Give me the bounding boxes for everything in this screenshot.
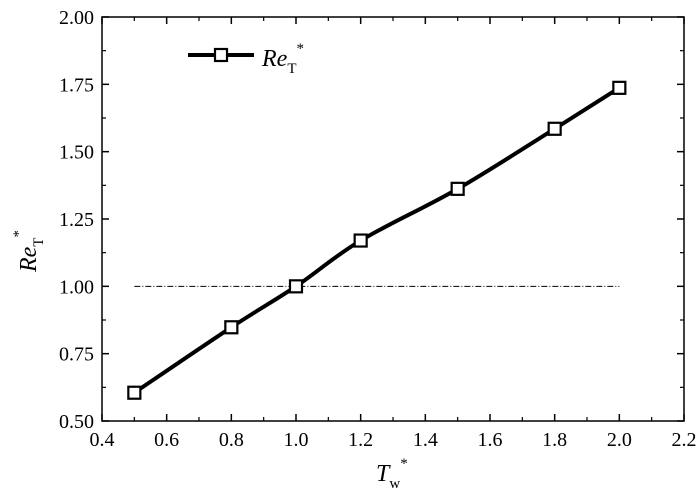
x-axis-title-sup: *	[400, 456, 408, 472]
x-tick-label: 0.4	[90, 429, 115, 451]
data-point-marker	[288, 279, 304, 294]
data-point-marker	[547, 121, 562, 136]
y-axis-title: ReT *	[11, 230, 47, 273]
x-tick-label: 1.0	[284, 429, 309, 451]
legend-label-main: Re	[261, 46, 288, 72]
x-tick-label: 2.2	[672, 429, 697, 451]
legend	[188, 47, 254, 63]
data-point-marker	[612, 80, 627, 95]
legend-label: ReT*	[261, 41, 304, 77]
legend-label-sup: *	[296, 41, 304, 57]
x-tick-label: 1.4	[413, 429, 438, 451]
x-axis-ticks: 0.4 0.6 0.8 1.0 1.2 1.4 1.6 1.8 2.0 2.2	[90, 17, 697, 451]
x-tick-label: 1.6	[478, 429, 503, 451]
x-tick-label: 0.6	[154, 429, 179, 451]
plot-area-border	[101, 16, 685, 422]
series-line	[133, 86, 621, 395]
x-axis-title: Tw*	[376, 456, 408, 492]
data-point-marker	[450, 181, 465, 196]
x-tick-label: 1.8	[542, 429, 567, 451]
x-tick-label: 0.8	[219, 429, 244, 451]
y-axis-title-sub: T	[31, 238, 47, 247]
data-point-marker	[224, 320, 239, 335]
legend-label-sub: T	[287, 61, 296, 77]
y-tick-label: 1.25	[59, 209, 94, 231]
x-tick-label: 1.2	[348, 429, 373, 451]
series-layer	[127, 80, 627, 400]
x-tick-label: 2.0	[607, 429, 632, 451]
y-tick-label: 0.75	[59, 344, 94, 366]
y-tick-label: 1.00	[59, 276, 94, 298]
data-point-marker	[127, 385, 142, 400]
y-axis-title-main: Re	[16, 246, 42, 273]
x-axis-title-main: T	[376, 461, 391, 487]
y-axis-ticks: 0.50 0.75 1.00 1.25 1.50 1.75 2.00	[59, 7, 684, 433]
legend-marker	[213, 47, 229, 63]
y-tick-label: 0.50	[59, 411, 94, 433]
x-axis-title-sub: w	[389, 476, 400, 492]
y-axis-title-sup: *	[11, 230, 27, 238]
y-tick-label: 2.00	[59, 7, 94, 29]
plot-frame	[101, 16, 685, 422]
y-tick-label: 1.50	[59, 142, 94, 164]
y-tick-label: 1.75	[59, 74, 94, 96]
data-point-marker	[353, 233, 368, 248]
